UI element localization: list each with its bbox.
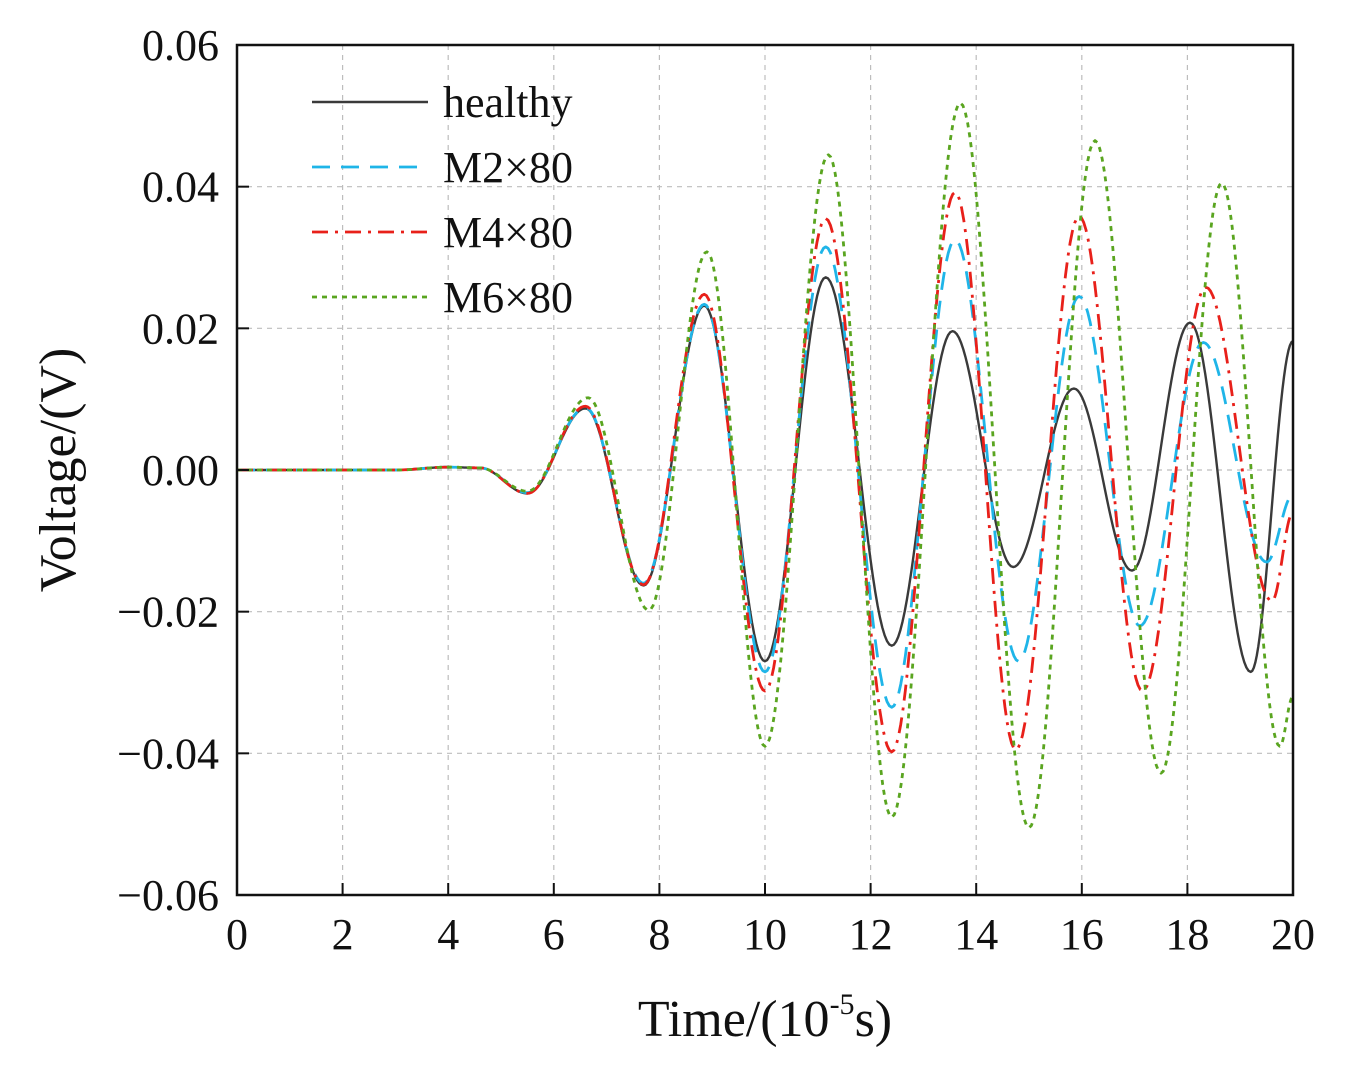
x-tick-label: 12 [849, 910, 893, 959]
x-tick-label: 10 [743, 910, 787, 959]
legend-label-m6x80: M6×80 [443, 273, 573, 322]
x-tick-label: 4 [437, 910, 459, 959]
x-tick-label: 18 [1165, 910, 1209, 959]
legend-label-m2x80: M2×80 [443, 143, 573, 192]
x-tick-label: 20 [1271, 910, 1315, 959]
series-line-3 [237, 101, 1294, 830]
legend-label-m4x80: M4×80 [443, 208, 573, 257]
legend-label-healthy: healthy [443, 78, 573, 127]
x-tick-label: 8 [648, 910, 670, 959]
x-axis-title-exponent: -5 [830, 988, 855, 1021]
y-tick-label: 0.04 [142, 163, 219, 212]
x-tick-label: 6 [543, 910, 565, 959]
x-axis-title-unit: s) [855, 991, 893, 1048]
x-tick-label: 14 [954, 910, 998, 959]
axis-ticks: 0 2 4 6 8 10 12 14 16 18 20 0.06 0.04 0.02 0.00 −0.02 −0… [117, 21, 1315, 959]
series-line-2 [237, 190, 1294, 754]
y-tick-label: 0.06 [142, 21, 219, 70]
y-axis-title: Voltage/(V) [30, 348, 87, 593]
x-axis-title: Time/(10-5s) [638, 988, 892, 1048]
plot-series [237, 101, 1294, 830]
y-tick-label: −0.04 [117, 729, 219, 778]
x-tick-label: 2 [332, 910, 354, 959]
y-tick-label: 0.02 [142, 304, 219, 353]
y-tick-label: 0.00 [142, 446, 219, 495]
x-tick-label: 0 [226, 910, 248, 959]
y-tick-label: −0.06 [117, 871, 219, 920]
x-tick-label: 16 [1060, 910, 1104, 959]
x-axis-title-main: Time/(10 [638, 991, 830, 1048]
y-tick-label: −0.02 [117, 588, 219, 637]
legend: healthy M2×80 M4×80 M6×80 [312, 78, 573, 322]
